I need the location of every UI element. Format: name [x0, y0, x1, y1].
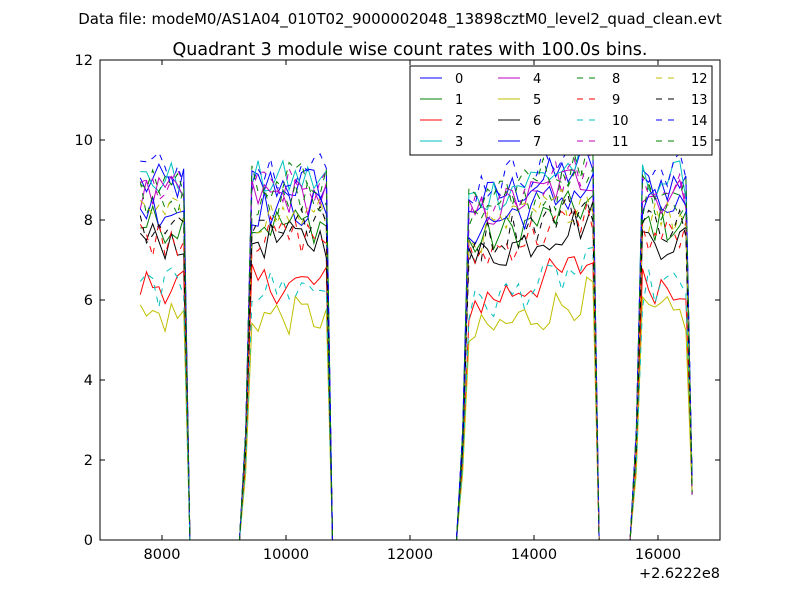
series-line-3 — [140, 142, 693, 541]
legend-label-0: 0 — [455, 72, 463, 87]
y-tick-label: 6 — [84, 293, 93, 309]
legend-label-1: 1 — [455, 93, 463, 108]
x-tick-label: 8000 — [144, 547, 181, 563]
series-line-13 — [139, 193, 693, 541]
legend-label-11: 11 — [612, 135, 629, 150]
y-tick-label: 2 — [84, 453, 93, 469]
legend-label-5: 5 — [533, 93, 541, 108]
series-line-1 — [140, 189, 693, 541]
legend-label-4: 4 — [533, 72, 541, 87]
series-line-0 — [139, 151, 693, 541]
x-tick-label: 10000 — [263, 547, 309, 563]
legend-label-14: 14 — [691, 114, 708, 129]
series-line-14 — [140, 138, 693, 541]
legend-label-8: 8 — [612, 72, 620, 87]
series-line-15 — [140, 149, 693, 541]
series-line-2 — [139, 256, 693, 541]
legend-label-15: 15 — [691, 135, 708, 150]
series-line-9 — [139, 203, 693, 541]
series-line-7 — [139, 173, 693, 541]
legend-label-2: 2 — [455, 114, 463, 129]
legend-label-13: 13 — [691, 93, 708, 108]
legend-label-9: 9 — [612, 93, 620, 108]
legend-label-6: 6 — [533, 114, 541, 129]
x-offset-label: +2.6222e8 — [639, 566, 720, 582]
series-line-5 — [139, 276, 693, 541]
x-tick-label: 16000 — [635, 547, 681, 563]
plot-lines — [139, 138, 693, 541]
y-tick-label: 12 — [75, 53, 93, 69]
legend-label-3: 3 — [455, 135, 463, 150]
series-line-11 — [140, 148, 693, 541]
x-tick-label: 12000 — [387, 547, 433, 563]
series-line-10 — [139, 246, 693, 541]
series-line-12 — [139, 188, 693, 541]
series-line-8 — [139, 168, 693, 541]
legend-label-10: 10 — [612, 114, 629, 129]
y-tick-label: 4 — [84, 373, 93, 389]
y-tick-label: 0 — [84, 533, 93, 549]
series-line-6 — [139, 201, 693, 541]
y-tick-label: 10 — [75, 133, 93, 149]
legend-frame — [409, 65, 713, 156]
x-tick-label: 14000 — [511, 547, 557, 563]
suptitle: Data file: modeM0/AS1A04_010T02_90000020… — [78, 10, 722, 29]
legend-label-7: 7 — [533, 135, 541, 150]
chart-title: Quadrant 3 module wise count rates with … — [173, 40, 648, 60]
x-axis: 8000 10000 12000 14000 16000 — [144, 60, 681, 563]
series-line-4 — [139, 169, 693, 541]
y-tick-label: 8 — [84, 213, 93, 229]
legend-label-12: 12 — [691, 72, 708, 87]
